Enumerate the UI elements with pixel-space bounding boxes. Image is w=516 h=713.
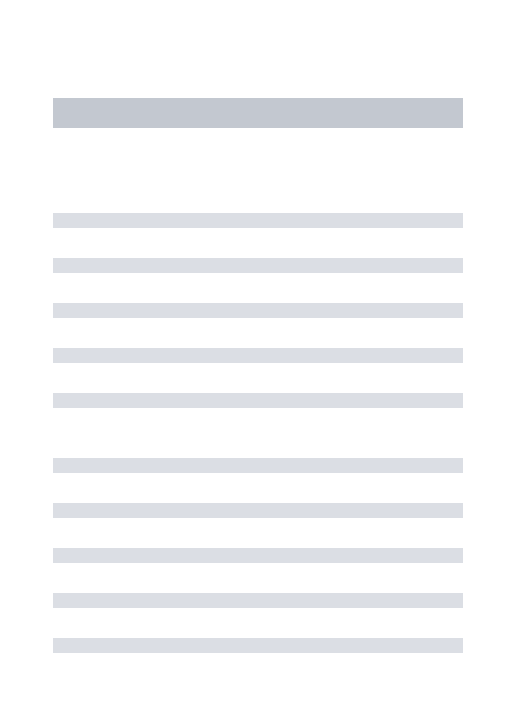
skeleton-line xyxy=(53,593,463,608)
skeleton-line xyxy=(53,548,463,563)
skeleton-container xyxy=(0,0,516,653)
skeleton-header-bar xyxy=(53,98,463,128)
skeleton-line xyxy=(53,348,463,363)
skeleton-group-2 xyxy=(53,458,463,653)
skeleton-line xyxy=(53,458,463,473)
skeleton-line xyxy=(53,303,463,318)
skeleton-line xyxy=(53,393,463,408)
skeleton-line xyxy=(53,503,463,518)
skeleton-group-1 xyxy=(53,213,463,408)
skeleton-line xyxy=(53,258,463,273)
skeleton-line xyxy=(53,638,463,653)
skeleton-line xyxy=(53,213,463,228)
